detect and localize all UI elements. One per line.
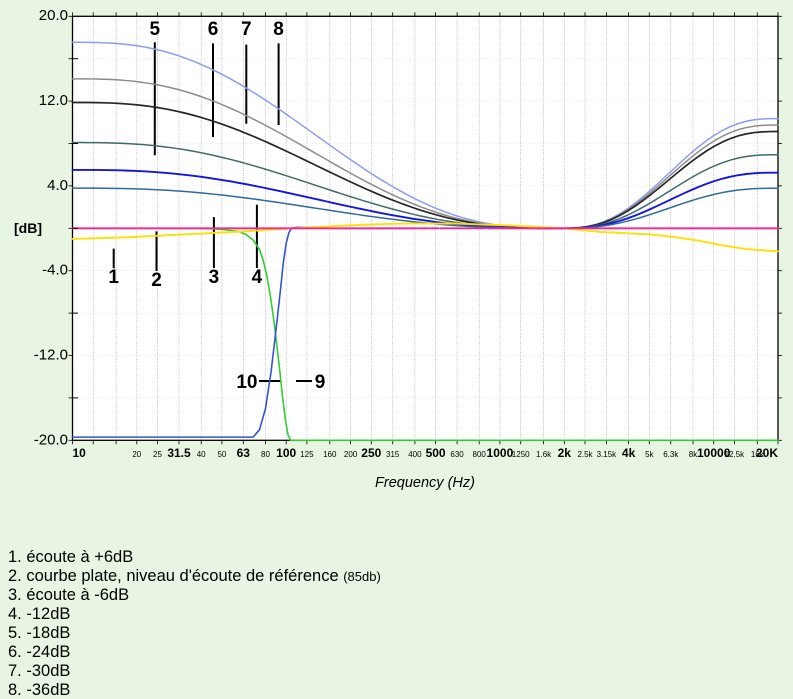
svg-text:10: 10 [236,372,257,393]
svg-text:[dB]: [dB] [14,220,42,236]
svg-text:200: 200 [344,450,358,459]
svg-text:31.5: 31.5 [167,446,191,460]
svg-text:80: 80 [261,450,270,459]
svg-text:Frequency (Hz): Frequency (Hz) [375,475,475,491]
svg-text:6.3k: 6.3k [663,450,679,459]
svg-text:630: 630 [450,450,464,459]
svg-text:9: 9 [315,372,326,393]
svg-text:2: 2 [151,270,162,291]
svg-text:1. écoute à +6dB: 1. écoute à +6dB [8,548,133,566]
svg-text:125: 125 [300,450,314,459]
svg-text:2k: 2k [558,446,572,460]
svg-text:2. courbe plate, niveau d'écou: 2. courbe plate, niveau d'écoute de réfé… [8,567,381,585]
svg-text:100: 100 [276,446,296,460]
svg-text:7. -30dB: 7. -30dB [8,662,70,680]
svg-text:40: 40 [197,450,206,459]
svg-text:12.5k: 12.5k [725,450,746,459]
svg-text:160: 160 [323,450,337,459]
svg-text:20.0: 20.0 [39,7,68,24]
svg-text:4. -12dB: 4. -12dB [8,605,70,623]
svg-text:-20.0: -20.0 [34,432,68,449]
svg-text:3.15k: 3.15k [597,450,618,459]
svg-text:500: 500 [426,446,446,460]
svg-text:800: 800 [473,450,487,459]
svg-text:1.6k: 1.6k [536,450,552,459]
svg-text:5. -18dB: 5. -18dB [8,624,70,642]
svg-text:6: 6 [208,19,219,40]
svg-text:12.0: 12.0 [39,92,68,109]
svg-text:25: 25 [153,450,162,459]
svg-text:315: 315 [386,450,400,459]
svg-text:20: 20 [132,450,141,459]
svg-text:1000: 1000 [487,446,514,460]
svg-text:5k: 5k [645,450,654,459]
svg-text:20K: 20K [756,446,778,460]
svg-text:50: 50 [217,450,226,459]
svg-text:1: 1 [108,267,119,288]
svg-text:8. -36dB: 8. -36dB [8,681,70,699]
svg-text:63: 63 [237,446,251,460]
svg-text:3: 3 [209,267,220,288]
svg-text:4.0: 4.0 [47,177,68,194]
svg-text:3. écoute à -6dB: 3. écoute à -6dB [8,586,129,604]
svg-text:8: 8 [273,19,284,40]
svg-text:6. -24dB: 6. -24dB [8,643,70,661]
svg-text:4k: 4k [622,446,636,460]
svg-text:250: 250 [361,446,381,460]
svg-text:10: 10 [73,446,87,460]
svg-text:4: 4 [252,267,263,288]
svg-text:400: 400 [408,450,422,459]
svg-text:1250: 1250 [512,450,530,459]
svg-text:2.5k: 2.5k [577,450,593,459]
svg-text:5: 5 [150,19,161,40]
svg-text:7: 7 [241,19,252,40]
svg-text:-4.0: -4.0 [42,262,68,279]
svg-text:-12.0: -12.0 [34,346,68,363]
